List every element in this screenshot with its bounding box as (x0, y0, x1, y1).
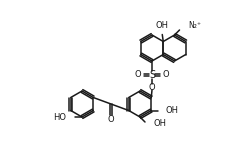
Text: OH: OH (164, 106, 178, 115)
Text: O: O (107, 114, 114, 124)
Text: O: O (148, 83, 155, 93)
Text: N₂⁺: N₂⁺ (188, 21, 201, 31)
Text: HO: HO (53, 113, 66, 121)
Text: OH: OH (155, 21, 168, 30)
Text: O: O (134, 70, 141, 80)
Text: O: O (162, 70, 169, 80)
Text: OH: OH (153, 118, 166, 128)
Text: S: S (148, 70, 154, 80)
